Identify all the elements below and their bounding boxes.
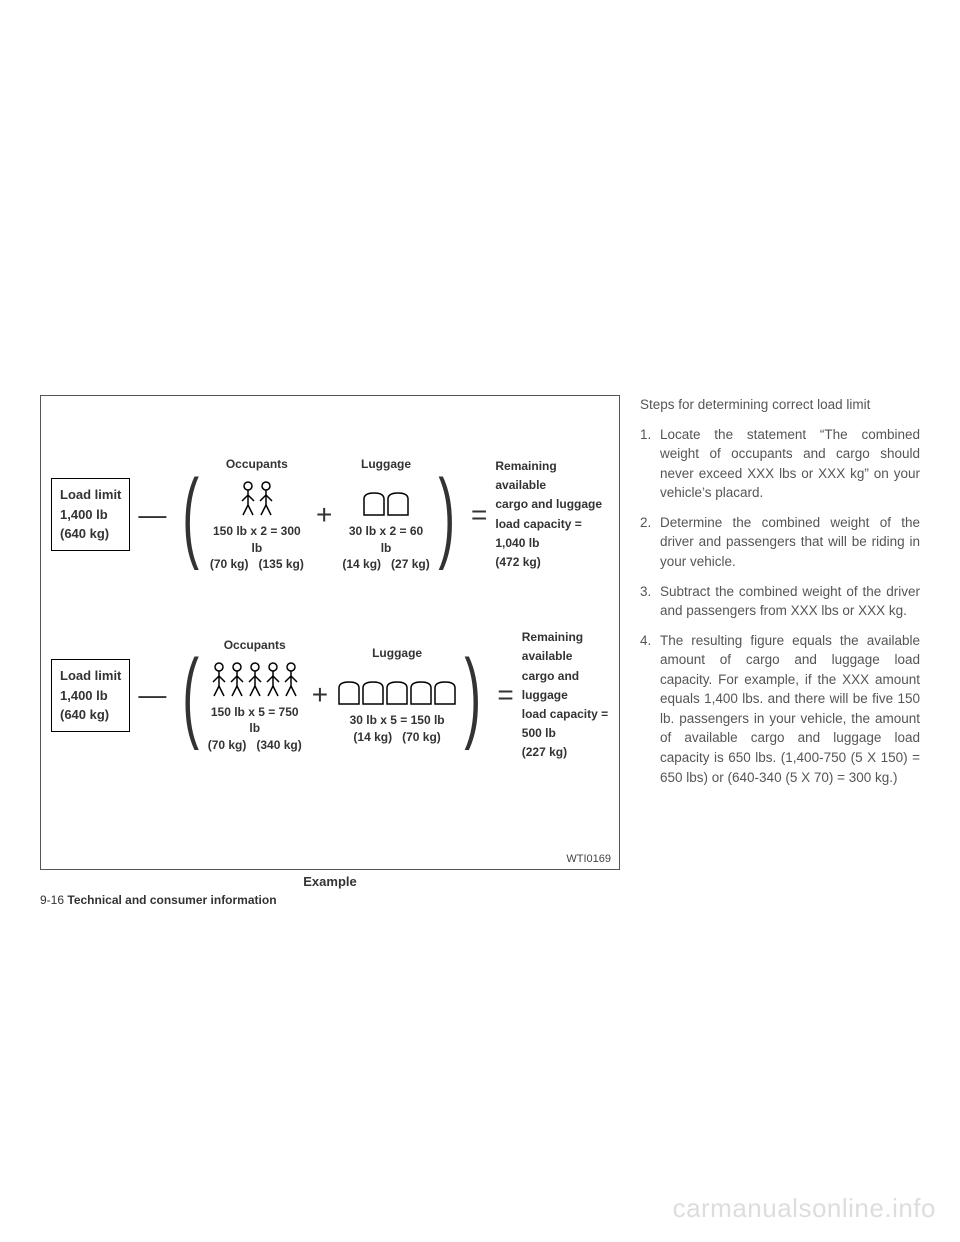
luggage-kg: (14 kg) (27 kg) [342,556,429,573]
steps-list: 1.Locate the statement “The combined wei… [640,425,920,788]
page-number: 9-16 [40,893,64,907]
equals-icon: = [469,499,489,531]
load-limit-box: Load limit 1,400 lb (640 kg) [51,478,130,551]
page-footer: 9-16 Technical and consumer information [40,893,620,907]
step-text: Subtract the combined weight of the driv… [660,582,920,621]
result-lb: 1,040 lb [495,534,609,553]
minus-icon: — [136,679,168,711]
result-lb: 500 lb [522,724,609,743]
load-limit-box: Load limit 1,400 lb (640 kg) [51,659,130,732]
plus-icon: + [314,499,334,531]
steps-heading: Steps for determining correct load limit [640,395,920,415]
minus-icon: — [136,499,168,531]
result-block: Remaining available cargo and luggage lo… [522,628,609,762]
right-column: Steps for determining correct load limit… [640,395,920,907]
step-number: 4. [640,631,660,788]
luggage-title: Luggage [338,645,456,662]
occupants-icons [208,660,302,698]
bracket-left-icon: ( [183,660,200,730]
watermark: carmanualsonline.info [673,1193,936,1224]
step-item: 1.Locate the statement “The combined wei… [640,425,920,503]
step-text: Determine the combined weight of the dri… [660,513,920,572]
load-limit-kg: (640 kg) [60,524,121,544]
bracket-group: ( Occupants 150 lb x 2 = 300 lb (70 kg) … [174,456,463,573]
step-text: The resulting figure equals the availabl… [660,631,920,788]
bracket-group: ( Occupants 150 lb x 5 = 750 lb (70 kg) … [174,637,489,754]
luggage-icons [342,479,429,517]
bracket-right-icon: ) [438,480,455,550]
step-number: 1. [640,425,660,503]
load-limit-kg: (640 kg) [60,705,121,725]
load-limit-title: Load limit [60,485,121,505]
luggage-block: Luggage 30 lb x 5 = 150 lb (14 kg) (70 k… [338,645,456,745]
diagram-caption: Example [40,874,620,889]
step-number: 2. [640,513,660,572]
occupants-block: Occupants 150 lb x 2 = 300 lb (70 kg) (1… [208,456,306,573]
step-item: 2.Determine the combined weight of the d… [640,513,920,572]
occupants-icons [208,479,306,517]
equation-row-1: Load limit 1,400 lb (640 kg) — ( Occupan… [51,456,609,573]
step-number: 3. [640,582,660,621]
result-label: Remaining available cargo and luggage lo… [522,628,609,724]
load-limit-lb: 1,400 lb [60,686,121,706]
luggage-title: Luggage [342,456,429,473]
group-inner: Occupants 150 lb x 2 = 300 lb (70 kg) (1… [208,456,430,573]
occupants-kg: (70 kg) (135 kg) [208,556,306,573]
bracket-left-icon: ( [183,480,200,550]
result-block: Remaining available cargo and luggage lo… [495,457,609,572]
occupants-kg: (70 kg) (340 kg) [208,737,302,754]
load-limit-title: Load limit [60,666,121,686]
luggage-icons [338,668,456,706]
step-item: 3.Subtract the combined weight of the dr… [640,582,920,621]
equals-icon: = [495,679,515,711]
group-inner: Occupants 150 lb x 5 = 750 lb (70 kg) (3… [208,637,456,754]
step-text: Locate the statement “The combined weigh… [660,425,920,503]
occupants-block: Occupants 150 lb x 5 = 750 lb (70 kg) (3… [208,637,302,754]
plus-icon: + [310,679,330,711]
page-content: Load limit 1,400 lb (640 kg) — ( Occupan… [40,395,920,907]
section-title: Technical and consumer information [67,893,276,907]
load-limit-lb: 1,400 lb [60,505,121,525]
step-item: 4.The resulting figure equals the availa… [640,631,920,788]
luggage-calc: 30 lb x 2 = 60 lb [342,523,429,557]
bracket-right-icon: ) [464,660,481,730]
result-kg: (227 kg) [522,743,609,762]
result-kg: (472 kg) [495,553,609,572]
left-column: Load limit 1,400 lb (640 kg) — ( Occupan… [40,395,620,907]
luggage-kg: (14 kg) (70 kg) [338,729,456,746]
luggage-calc: 30 lb x 5 = 150 lb [338,712,456,729]
result-label: Remaining available cargo and luggage lo… [495,457,609,534]
occupants-calc: 150 lb x 5 = 750 lb [208,704,302,738]
figure-code: WTI0169 [566,853,611,865]
equation-row-2: Load limit 1,400 lb (640 kg) — ( Occupan… [51,628,609,762]
luggage-block: Luggage 30 lb x 2 = 60 lb (14 kg) (27 kg… [342,456,429,573]
occupants-title: Occupants [208,637,302,654]
occupants-title: Occupants [208,456,306,473]
diagram-box: Load limit 1,400 lb (640 kg) — ( Occupan… [40,395,620,870]
occupants-calc: 150 lb x 2 = 300 lb [208,523,306,557]
